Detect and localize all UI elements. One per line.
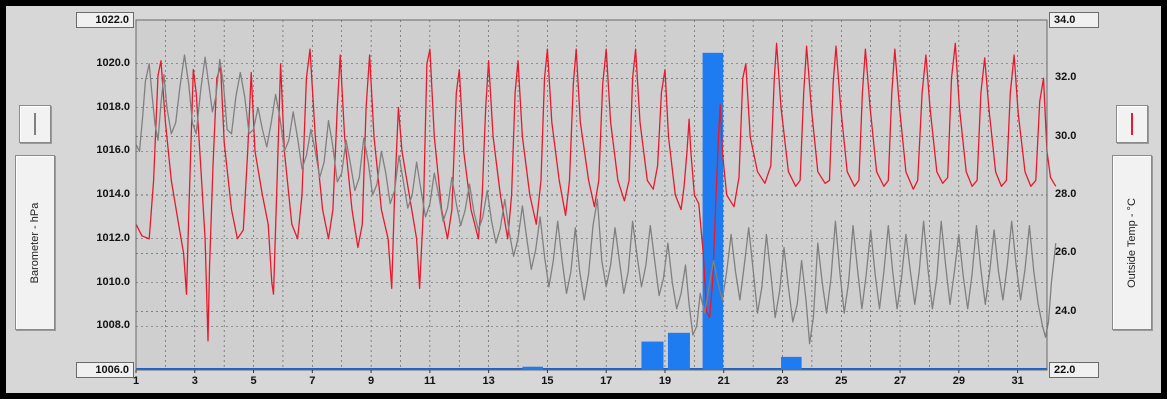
plot-border — [135, 19, 1048, 371]
rain-bar — [702, 52, 724, 370]
x-tick-label: 3 — [192, 375, 198, 387]
y-left-tick-label: 1006.0 — [76, 362, 134, 378]
rain-bar — [522, 366, 544, 370]
barometer-line — [135, 54, 1057, 345]
x-tick-label: 11 — [424, 375, 436, 387]
y-left-tick-label: 1018.0 — [96, 100, 130, 113]
barometer-axis-label: Barometer - hPa — [29, 202, 41, 283]
x-tick-label: 21 — [718, 375, 730, 387]
y-right-tick-label: 34.0 — [1049, 12, 1099, 28]
x-tick-label: 5 — [250, 375, 256, 387]
weather-chart: 1 3 5 7 9 11 13 15 17 19 21 23 25 27 29 31 — [133, 19, 1057, 387]
y-left-tick-label: 1022.0 — [76, 12, 134, 28]
x-tick-label: 31 — [1011, 375, 1023, 387]
x-tick-label: 23 — [776, 375, 788, 387]
x-tick-label: 7 — [309, 375, 315, 387]
barometer-axis-button[interactable]: Barometer - hPa — [15, 155, 55, 330]
y-left-tick-label: 1016.0 — [96, 144, 130, 157]
temperature-axis-button[interactable]: Outside Temp - °C — [1112, 155, 1152, 330]
rain-bar — [667, 332, 690, 370]
x-tick-label: 19 — [659, 375, 671, 387]
x-tick-label: 29 — [953, 375, 965, 387]
rain-bar — [781, 356, 802, 370]
series-lines — [135, 42, 1057, 345]
y-left-tick-label: 1020.0 — [96, 56, 130, 69]
chart-panel: 1 3 5 7 9 11 13 15 17 19 21 23 25 27 29 31 1006.0 1008.0… — [6, 6, 1161, 393]
y-right-tick-label: 28.0 — [1055, 188, 1077, 200]
x-tick-label: 9 — [368, 375, 374, 387]
y-right-tick-label: 30.0 — [1055, 129, 1077, 142]
temperature-series-toggle-button[interactable] — [1116, 105, 1148, 143]
x-tick-label: 15 — [541, 375, 553, 387]
y-left-tick-label: 1010.0 — [96, 275, 130, 288]
rain-bar — [641, 341, 664, 370]
x-tick-label: 27 — [894, 375, 906, 387]
y-right-tick-label: 22.0 — [1049, 362, 1099, 378]
x-tick-label: 13 — [483, 375, 495, 387]
barometer-color-swatch-icon — [34, 113, 36, 135]
barometer-series-toggle-button[interactable] — [19, 105, 51, 143]
y-right-tick-label: 32.0 — [1055, 71, 1077, 84]
temperature-color-swatch-icon — [1131, 113, 1133, 135]
x-tick-label: 1 — [133, 375, 139, 387]
temperature-axis-label: Outside Temp - °C — [1126, 197, 1138, 288]
x-tick-label: 25 — [835, 375, 847, 387]
y-left-tick-label: 1008.0 — [96, 319, 130, 332]
y-left-tick-label: 1014.0 — [96, 188, 130, 200]
x-tick-label: 17 — [600, 375, 612, 387]
x-axis-tick-labels: 1 3 5 7 9 11 13 15 17 19 21 23 25 27 29 31 — [133, 370, 1024, 387]
temperature-line — [135, 42, 1057, 342]
y-right-tick-label: 24.0 — [1055, 304, 1077, 317]
y-left-tick-label: 1012.0 — [96, 231, 130, 244]
grid — [136, 20, 1047, 370]
y-right-tick-label: 26.0 — [1055, 246, 1077, 259]
